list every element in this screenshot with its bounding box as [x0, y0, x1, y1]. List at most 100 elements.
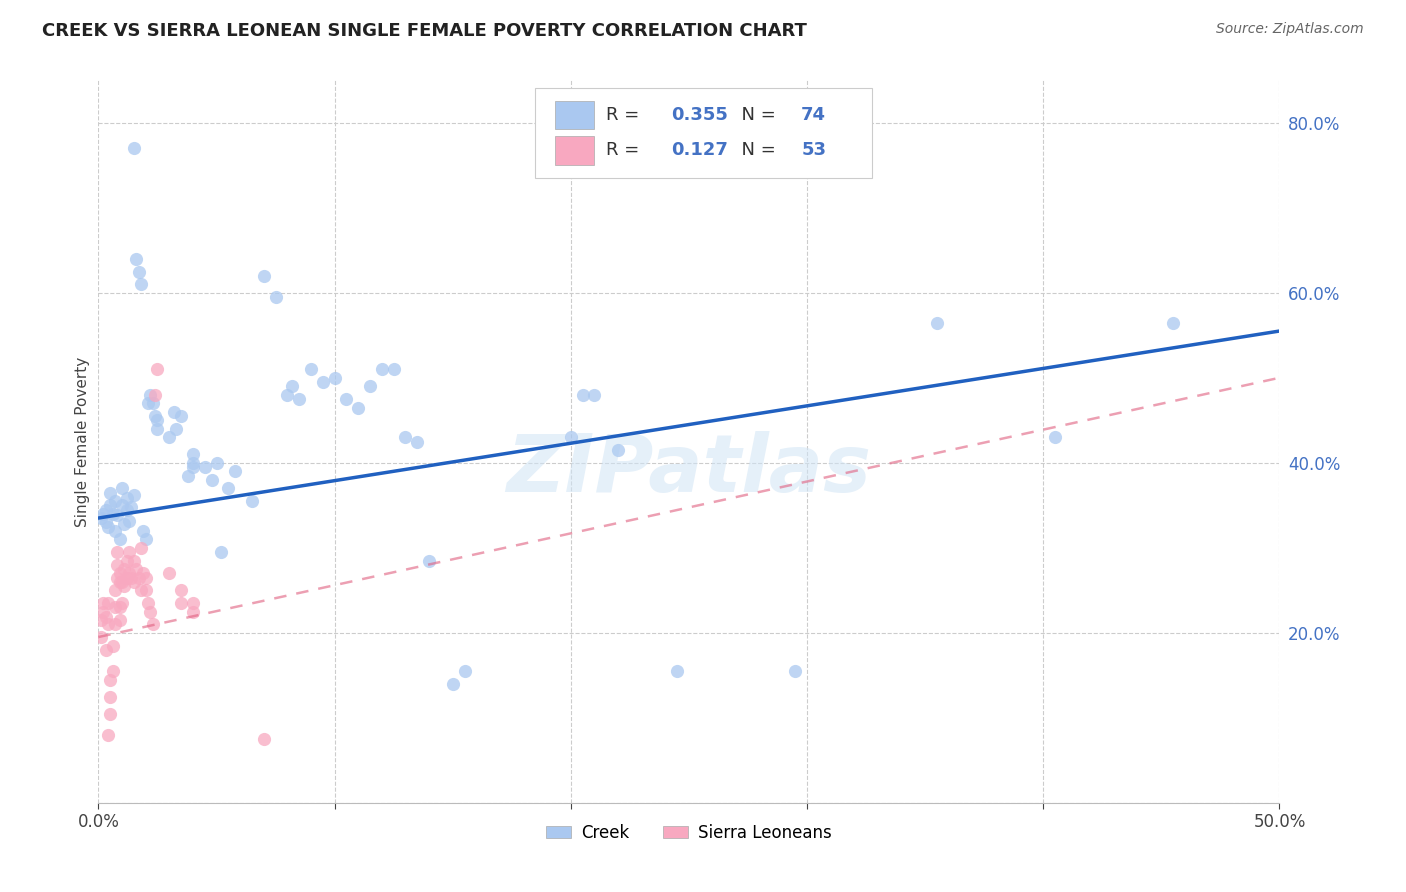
Point: [97, 519, 120, 533]
Point: [101, 507, 124, 521]
Point: [194, 460, 217, 475]
Point: [97, 728, 120, 742]
Point: [104, 494, 127, 508]
Point: [209, 545, 232, 559]
Point: [157, 430, 180, 444]
Text: CREEK VS SIERRA LEONEAN SINGLE FEMALE POVERTY CORRELATION CHART: CREEK VS SIERRA LEONEAN SINGLE FEMALE PO…: [42, 22, 807, 40]
Point: [394, 430, 416, 444]
Point: [98, 690, 121, 704]
Point: [165, 422, 187, 436]
Point: [105, 508, 128, 523]
Point: [139, 388, 162, 402]
Point: [98, 498, 121, 512]
Point: [288, 392, 311, 406]
Point: [108, 574, 131, 589]
Point: [347, 401, 370, 415]
Point: [112, 579, 135, 593]
Point: [135, 570, 157, 584]
Point: [441, 677, 464, 691]
Point: [135, 583, 157, 598]
Point: [111, 498, 134, 512]
Point: [125, 562, 148, 576]
Text: 0.355: 0.355: [671, 106, 728, 124]
Point: [163, 405, 186, 419]
Point: [98, 706, 121, 721]
FancyBboxPatch shape: [536, 87, 872, 178]
Point: [91, 605, 114, 619]
Point: [108, 600, 131, 615]
Text: N =: N =: [730, 141, 782, 160]
Point: [94, 642, 117, 657]
Text: 0.127: 0.127: [671, 141, 728, 160]
Point: [98, 673, 121, 687]
Point: [122, 488, 145, 502]
Point: [181, 596, 204, 610]
Point: [91, 596, 114, 610]
Point: [97, 596, 120, 610]
Point: [217, 481, 239, 495]
Point: [135, 533, 157, 547]
Point: [181, 605, 204, 619]
Point: [312, 375, 335, 389]
Point: [335, 392, 357, 406]
Point: [94, 502, 117, 516]
Point: [146, 413, 169, 427]
Point: [112, 516, 135, 531]
Point: [583, 388, 606, 402]
Point: [104, 617, 127, 632]
Point: [105, 558, 128, 572]
Point: [281, 379, 304, 393]
Point: [112, 562, 135, 576]
Point: [925, 316, 948, 330]
Point: [129, 583, 152, 598]
Point: [146, 422, 169, 436]
Point: [253, 732, 276, 747]
Point: [371, 362, 394, 376]
Point: [90, 511, 112, 525]
Point: [142, 396, 165, 410]
Point: [101, 664, 124, 678]
Point: [129, 541, 152, 555]
Point: [205, 456, 228, 470]
Point: [1043, 430, 1066, 444]
Point: [181, 447, 204, 461]
Point: [121, 570, 143, 584]
Point: [181, 456, 204, 470]
Point: [240, 494, 263, 508]
Point: [157, 566, 180, 581]
Text: 74: 74: [801, 106, 827, 124]
Point: [132, 524, 155, 538]
Point: [98, 485, 121, 500]
Text: ZIPatlas: ZIPatlas: [506, 432, 872, 509]
Legend: Creek, Sierra Leoneans: Creek, Sierra Leoneans: [540, 817, 838, 848]
Point: [125, 252, 148, 266]
Y-axis label: Single Female Poverty: Single Female Poverty: [75, 357, 90, 526]
Point: [323, 371, 346, 385]
Point: [90, 630, 112, 644]
Point: [359, 379, 381, 393]
Point: [170, 409, 193, 423]
Point: [118, 545, 141, 559]
Point: [224, 464, 246, 478]
Point: [785, 664, 807, 678]
Point: [111, 574, 134, 589]
Point: [382, 362, 405, 376]
Point: [94, 610, 117, 624]
Point: [666, 664, 689, 678]
Point: [104, 600, 127, 615]
Point: [115, 570, 138, 584]
Point: [418, 553, 440, 567]
Point: [90, 613, 112, 627]
Point: [108, 533, 131, 547]
Point: [129, 277, 152, 292]
Point: [111, 596, 134, 610]
Point: [121, 500, 143, 514]
Point: [201, 473, 224, 487]
Point: [122, 574, 145, 589]
Point: [105, 545, 128, 559]
Point: [560, 430, 582, 444]
Point: [115, 553, 138, 567]
Point: [101, 639, 124, 653]
Point: [122, 553, 145, 567]
Point: [108, 613, 131, 627]
